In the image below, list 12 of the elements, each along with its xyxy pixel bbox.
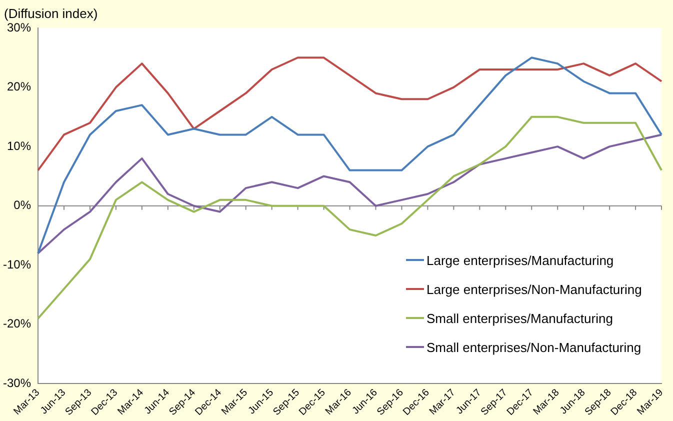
y-tick-label: -20%	[3, 316, 32, 331]
y-tick-label: -30%	[3, 376, 32, 390]
legend-label: Small enterprises/Manufacturing	[426, 310, 613, 326]
y-axis-title: (Diffusion index)	[4, 6, 98, 21]
y-tick-label: 30%	[6, 20, 32, 34]
legend-label: Large enterprises/Non-Manufacturing	[426, 282, 642, 297]
legend-label: Large enterprises/Manufacturing	[426, 252, 614, 268]
y-tick-label: -10%	[3, 257, 32, 272]
y-tick-label: 0%	[14, 198, 32, 212]
y-tick-label: 20%	[6, 80, 32, 94]
legend-label: Small enterprises/Non-Manufacturing	[426, 340, 642, 355]
y-tick-label: 10%	[6, 138, 32, 153]
